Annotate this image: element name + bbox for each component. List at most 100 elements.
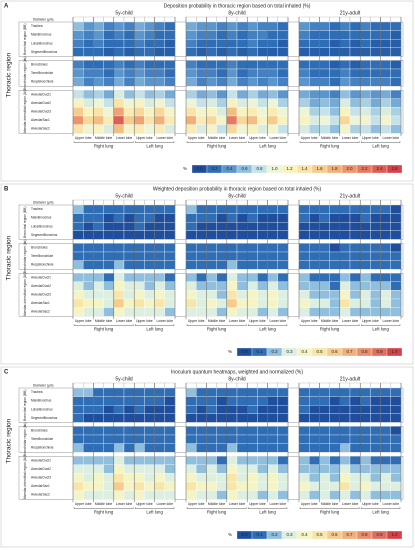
heat-cell — [103, 243, 114, 253]
heat-cell — [185, 273, 197, 282]
heat-cell — [185, 413, 197, 423]
heat-cell — [144, 273, 155, 282]
heat-cell — [196, 481, 207, 491]
header-label: Diameter (µm) — [33, 17, 53, 21]
lobe-label: Lower lobe — [116, 136, 133, 140]
heat-cell — [93, 396, 104, 406]
heat-cell — [103, 107, 114, 117]
header-cell — [103, 16, 114, 23]
header-cell — [134, 16, 145, 23]
heat-cell — [247, 90, 258, 99]
heat-cell — [83, 405, 94, 414]
heat-cell — [206, 47, 217, 57]
heat-cell — [236, 230, 248, 240]
heat-cell — [196, 290, 207, 300]
heat-cell — [226, 260, 238, 270]
heat-cell — [247, 298, 258, 308]
heat-cell — [154, 473, 165, 483]
header-cell — [236, 199, 248, 206]
heat-cell — [154, 290, 165, 300]
heat-cell — [206, 213, 217, 223]
heat-cell — [390, 443, 402, 453]
heat-cell — [103, 251, 114, 261]
heat-cell — [390, 21, 402, 31]
heat-cell — [93, 251, 104, 261]
heat-cell — [309, 490, 320, 500]
heat-cell — [164, 260, 176, 270]
heat-cell — [298, 281, 310, 291]
heat-cell — [247, 413, 258, 423]
lobe-label: Lower lobe — [116, 502, 133, 506]
heat-cell — [206, 481, 217, 491]
heat-cell — [144, 213, 155, 223]
heat-cell — [329, 204, 340, 214]
heat-cell — [236, 405, 248, 414]
lobe-label: Lower lobe — [270, 136, 287, 140]
heat-cell — [349, 77, 361, 87]
heat-cell — [216, 426, 227, 436]
heat-cell — [83, 307, 94, 317]
lobe-label: Lower lobe — [383, 136, 400, 140]
heat-cell — [298, 396, 310, 406]
header-cell — [339, 199, 351, 206]
heat-cell — [247, 230, 258, 240]
heat-cell — [319, 426, 330, 436]
heat-cell — [113, 68, 125, 78]
heat-cell — [349, 115, 361, 125]
heat-cell — [196, 387, 207, 397]
header-cell — [298, 382, 310, 389]
heat-cell — [267, 290, 278, 300]
panel-frame — [0, 0, 414, 182]
heat-cell — [164, 90, 176, 99]
heat-cell — [360, 396, 371, 406]
heat-cell — [236, 426, 248, 436]
heat-cell — [93, 98, 104, 108]
heat-cell — [226, 456, 238, 465]
heat-cell — [226, 213, 238, 223]
heat-cell — [380, 204, 391, 214]
heat-cell — [154, 307, 165, 317]
heat-cell — [329, 47, 340, 57]
heat-cell — [370, 490, 381, 500]
heat-cell — [206, 426, 217, 436]
heat-cell — [360, 60, 371, 70]
heat-cell — [103, 387, 114, 397]
heat-cell — [164, 290, 176, 300]
heat-cell — [154, 98, 165, 108]
heat-cell — [390, 413, 402, 423]
heat-cell — [154, 443, 165, 453]
heat-cell — [390, 243, 402, 253]
heat-cell — [83, 204, 94, 214]
row-label: LobarBronchus — [31, 224, 53, 228]
header-cell — [206, 382, 217, 389]
heat-cell — [196, 434, 207, 444]
heat-cell — [93, 60, 104, 70]
lobe-label: Middle lobe — [95, 502, 112, 506]
heat-cell — [154, 47, 165, 57]
row-label: AlveolarDuct2 — [31, 467, 51, 471]
row-label: Bronchioles — [31, 246, 48, 250]
heat-cell — [103, 60, 114, 70]
header-cell — [267, 199, 278, 206]
heat-cell — [319, 473, 330, 483]
legend-tick-label: 1.0 — [272, 166, 279, 171]
heat-cell — [329, 21, 340, 31]
heat-cell — [319, 456, 330, 465]
lobe-label: Lower lobe — [229, 502, 246, 506]
heat-cell — [277, 456, 289, 465]
heat-cell — [298, 473, 310, 483]
heat-cell — [134, 456, 145, 465]
heat-cell — [134, 68, 145, 78]
heat-cell — [329, 107, 340, 117]
heat-cell — [309, 307, 320, 317]
heat-cell — [206, 443, 217, 453]
heat-cell — [185, 243, 197, 253]
heat-cell — [196, 68, 207, 78]
header-cell — [257, 199, 268, 206]
lobe-label: Lower lobe — [383, 502, 400, 506]
heat-cell — [390, 481, 402, 491]
heat-cell — [360, 90, 371, 99]
heat-cell — [134, 251, 145, 261]
header-cell — [83, 16, 94, 23]
heat-cell — [216, 39, 227, 48]
